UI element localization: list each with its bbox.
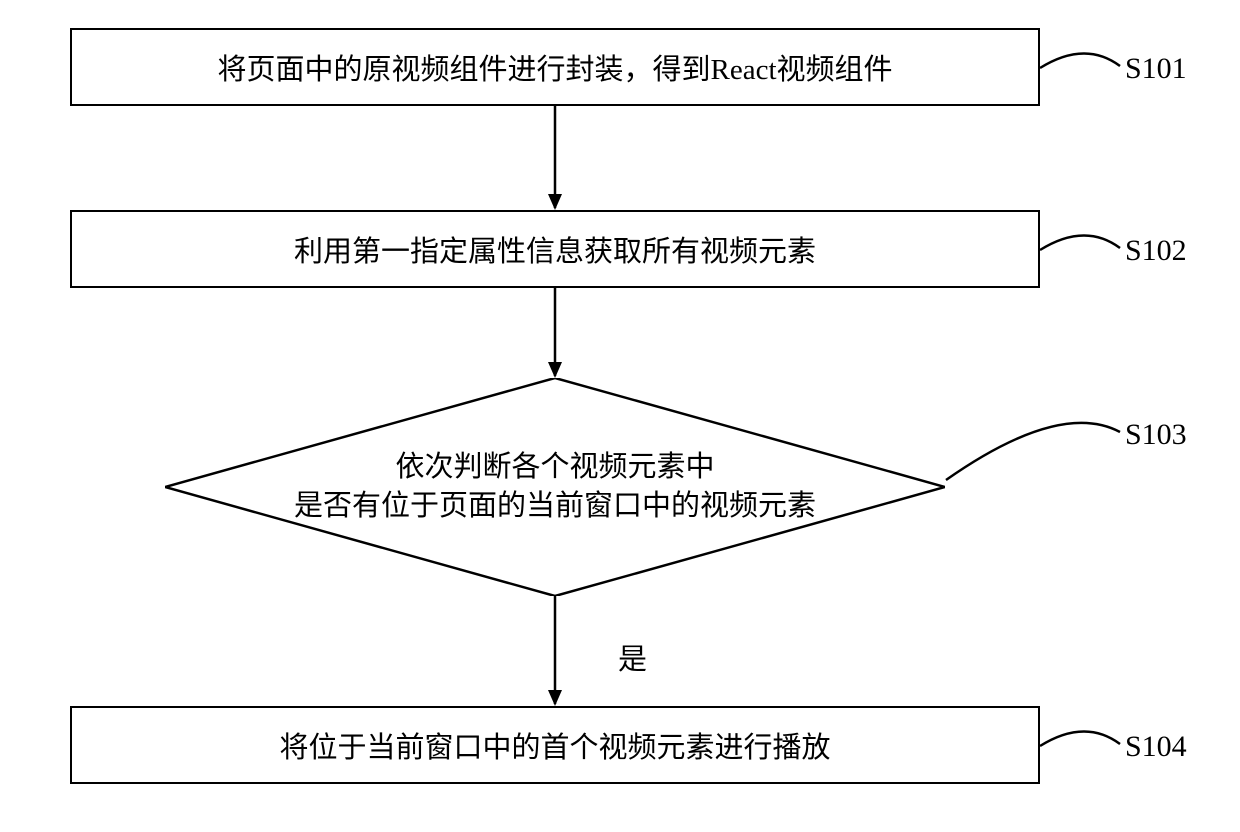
process-node-4: 将位于当前窗口中的首个视频元素进行播放 <box>70 706 1040 784</box>
node-text: 将页面中的原视频组件进行封装，得到React视频组件 <box>217 46 892 88</box>
flowchart-canvas: 将页面中的原视频组件进行封装，得到React视频组件 S101 利用第一指定属性… <box>0 0 1240 832</box>
decision-text-line2: 是否有位于页面的当前窗口中的视频元素 <box>294 490 816 522</box>
step-label-s101: S101 <box>1125 52 1187 86</box>
node-text: 将位于当前窗口中的首个视频元素进行播放 <box>279 724 830 766</box>
decision-text-line1: 依次判断各个视频元素中 <box>395 451 714 483</box>
process-node-2: 利用第一指定属性信息获取所有视频元素 <box>70 210 1040 288</box>
step-label-s102: S102 <box>1125 234 1187 268</box>
process-node-1: 将页面中的原视频组件进行封装，得到React视频组件 <box>70 28 1040 106</box>
step-label-s104: S104 <box>1125 730 1187 764</box>
node-text: 利用第一指定属性信息获取所有视频元素 <box>294 228 816 270</box>
step-label-s103: S103 <box>1125 418 1187 452</box>
edge-label-yes: 是 <box>618 636 647 678</box>
decision-node: 依次判断各个视频元素中 是否有位于页面的当前窗口中的视频元素 <box>165 378 945 596</box>
decision-text: 依次判断各个视频元素中 是否有位于页面的当前窗口中的视频元素 <box>165 378 945 596</box>
